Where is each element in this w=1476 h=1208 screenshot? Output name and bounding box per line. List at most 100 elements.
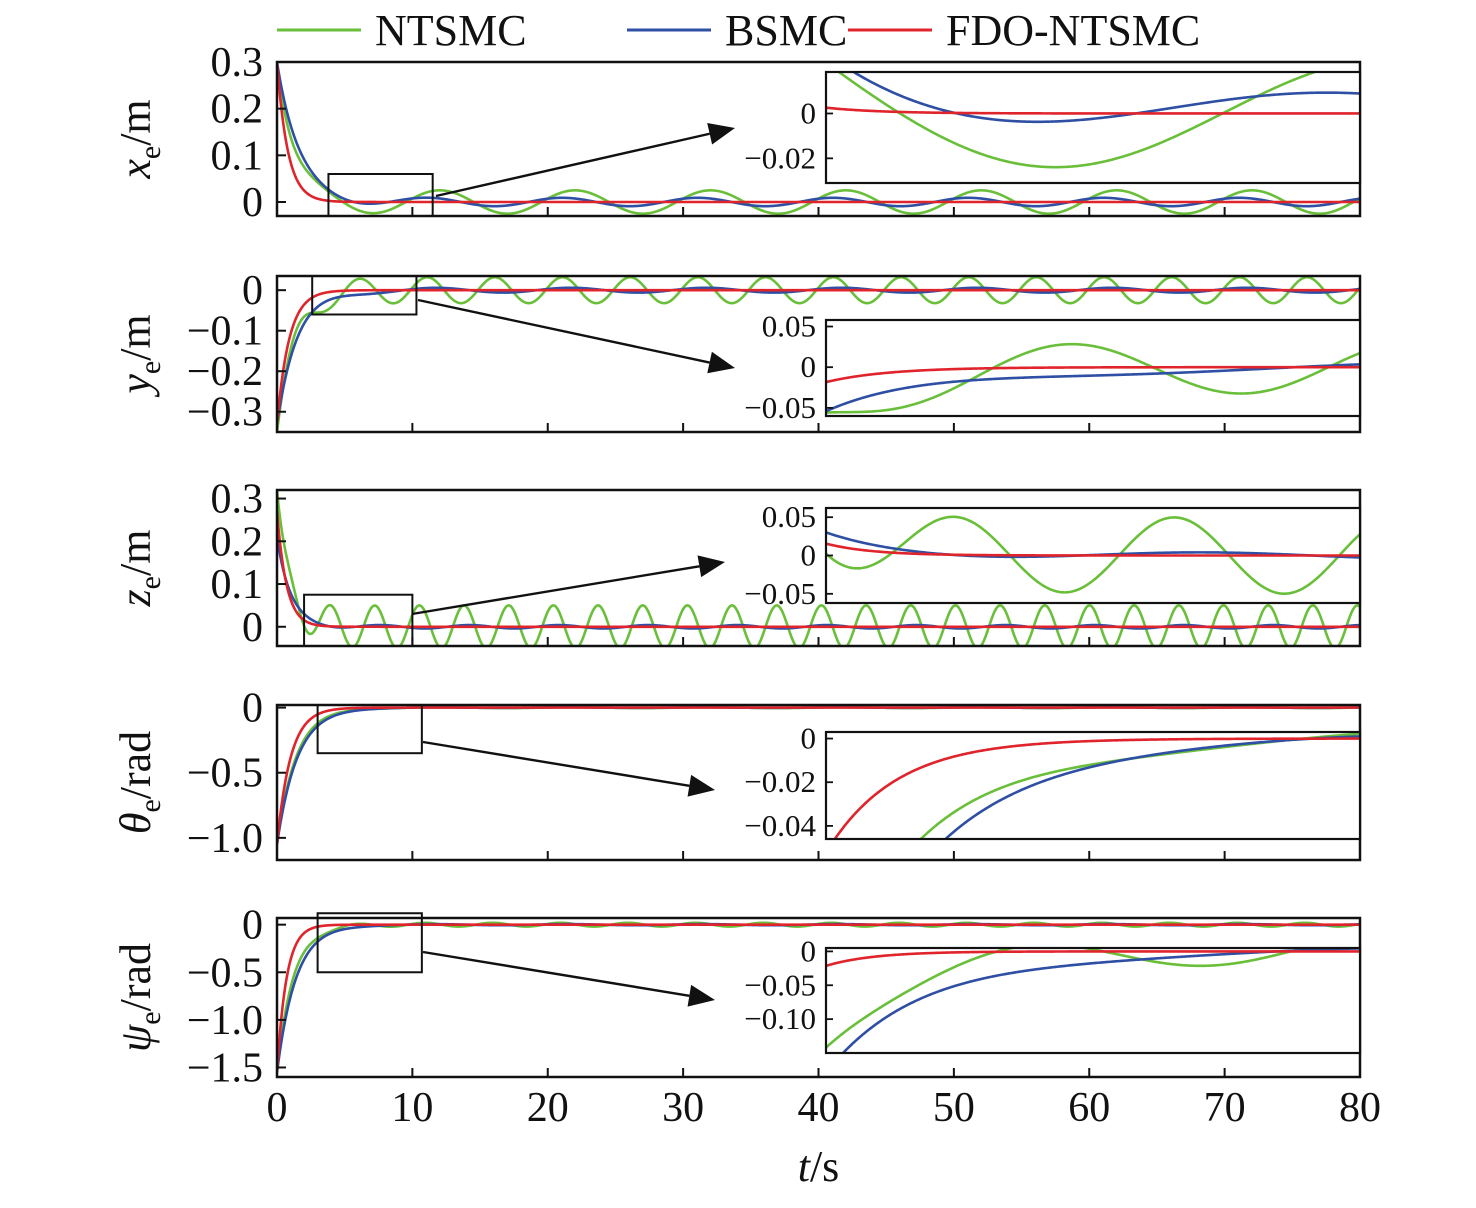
x-tick-label: 70: [1204, 1085, 1246, 1131]
inset-frame: [824, 946, 1362, 1055]
zoom-arrow-line: [422, 950, 690, 997]
y-tick-label: −0.1: [187, 309, 263, 355]
x-tick-label: 0: [267, 1085, 288, 1131]
legend-entry-bsmc: BSMC: [627, 6, 847, 55]
inset-background: [826, 732, 1360, 839]
zoom-arrow-head: [687, 774, 715, 797]
y-tick-label: 0.1: [211, 133, 264, 179]
y-tick-label: −0.5: [187, 751, 263, 797]
y-tick-label: 0.2: [211, 87, 264, 133]
inset-y-tick-label: 0.05: [762, 309, 816, 344]
inset-series-line-fdo-ntsmc: [826, 542, 1360, 557]
inset-series-line-ntsmc: [826, 948, 1311, 1049]
inset-plot: 0.05 0 −0.05: [744, 309, 1362, 425]
inset-series-line-fdo-ntsmc: [833, 737, 1360, 839]
zoom-box: [311, 275, 418, 316]
zoom-box: [316, 704, 423, 755]
x-tick-label: 10: [391, 1085, 433, 1131]
inset-y-tick-label: 0: [801, 349, 817, 384]
inset-frame: [824, 70, 1362, 185]
y-tick-label: 0.1: [211, 562, 264, 608]
zoom-arrow-line: [422, 740, 690, 787]
legend-label: FDO-NTSMC: [946, 6, 1200, 55]
x-tick-label: 40: [798, 1085, 840, 1131]
zoom-arrow-line: [435, 132, 710, 198]
inset-series-line-bsmc: [943, 735, 1360, 839]
y-axis-label: θe/rad: [111, 731, 167, 834]
zoom-box: [316, 912, 423, 974]
legend-label: BSMC: [725, 6, 847, 55]
inset-y-tick-label: −0.02: [744, 140, 816, 175]
y-tick-label: 0: [242, 686, 263, 732]
y-tick-label: −1.5: [187, 1045, 263, 1091]
inset-y-tick-label: −0.04: [744, 808, 816, 843]
y-tick-label: 0: [242, 180, 263, 226]
inset-series-line-bsmc: [851, 72, 1360, 124]
subplot-theta: 0 −0.5 −1.0 θe/rad 0 −0.02 −0.04: [111, 686, 1362, 862]
inset-y-tick-label: −0.10: [744, 1001, 816, 1036]
series-line-fdo-ntsmc: [277, 511, 1360, 629]
series-line-ntsmc: [277, 276, 1360, 432]
inset-series-line-fdo-ntsmc: [826, 106, 1360, 115]
zoom-box: [303, 593, 414, 648]
y-tick-label: −0.3: [187, 390, 263, 436]
inset-y-tick-label: 0: [801, 538, 817, 573]
y-tick-label: 0: [242, 605, 263, 651]
inset-series-line-ntsmc: [826, 342, 1360, 414]
inset-y-tick-label: 0.05: [762, 499, 816, 534]
inset-frame: [824, 730, 1362, 841]
series-line-fdo-ntsmc: [277, 288, 1360, 425]
zoom-arrow-head: [697, 555, 725, 578]
series-line-fdo-ntsmc: [277, 706, 1360, 845]
legend-entry-fdo-ntsmc: FDO-NTSMC: [848, 6, 1200, 55]
legend-entry-ntsmc: NTSMC: [277, 6, 527, 55]
y-tick-label: 0.3: [211, 40, 264, 86]
y-tick-label: 0.2: [211, 519, 264, 565]
y-axis-label: ye/m: [111, 314, 167, 397]
x-tick-label: 20: [527, 1085, 569, 1131]
inset-series-line-fdo-ntsmc: [826, 365, 1360, 384]
inset-plot: 0 −0.02 −0.04: [744, 721, 1362, 843]
subplot-y: 0−0.1−0.2−0.3ye/m 0.050−0.05: [111, 268, 1362, 436]
x-tick-label: 60: [1068, 1085, 1110, 1131]
inset-plot: 0−0.05−0.10: [744, 933, 1362, 1055]
y-tick-label: −0.2: [187, 349, 263, 395]
inset-y-tick-label: −0.05: [744, 390, 816, 425]
inset-y-tick-label: 0: [801, 95, 817, 130]
subplot-x: 00.10.20.3xe/m 0−0.02: [111, 40, 1362, 226]
y-axis-label: xe/m: [111, 99, 167, 179]
zoom-arrow-head: [707, 123, 735, 145]
zoom-arrow-line: [417, 298, 710, 364]
legend-label: NTSMC: [375, 6, 527, 55]
y-tick-label: 0.3: [211, 477, 264, 523]
inset-y-tick-label: −0.05: [744, 967, 816, 1002]
inset-plot: 0.05 0−0.05: [744, 499, 1362, 611]
y-axis-label: ze/m: [111, 530, 167, 608]
x-tick-label: 30: [662, 1085, 704, 1131]
inset-y-tick-label: −0.02: [744, 764, 816, 799]
y-tick-label: −0.5: [187, 950, 263, 996]
y-axis-label: ψe/rad: [111, 943, 167, 1052]
inset-series-line-ntsmc: [826, 515, 1360, 595]
y-tick-label: −1.0: [187, 816, 263, 862]
x-tick-label: 80: [1339, 1085, 1381, 1131]
inset-background: [826, 72, 1360, 183]
x-tick-label: 50: [933, 1085, 975, 1131]
series-line-ntsmc: [277, 490, 1360, 646]
zoom-arrow-head: [707, 351, 735, 374]
inset-y-tick-label: 0: [801, 721, 817, 756]
inset-series-line-ntsmc: [836, 72, 1319, 169]
y-tick-label: 0: [242, 903, 263, 949]
zoom-arrow-line: [411, 565, 700, 616]
zoom-box: [327, 173, 434, 217]
inset-series-line-fdo-ntsmc: [826, 950, 1360, 968]
inset-y-tick-label: 0: [801, 933, 817, 968]
subplot-psi: 0−0.5−1.0−1.5ψe/rad 0−0.05−0.10: [111, 903, 1362, 1091]
y-tick-label: −1.0: [187, 998, 263, 1044]
inset-y-tick-label: −0.05: [744, 576, 816, 611]
series-line-fdo-ntsmc: [277, 923, 1360, 1073]
y-tick-label: 0: [242, 268, 263, 314]
zoom-arrow-head: [687, 984, 715, 1007]
x-axis-label: t/s: [798, 1142, 840, 1191]
